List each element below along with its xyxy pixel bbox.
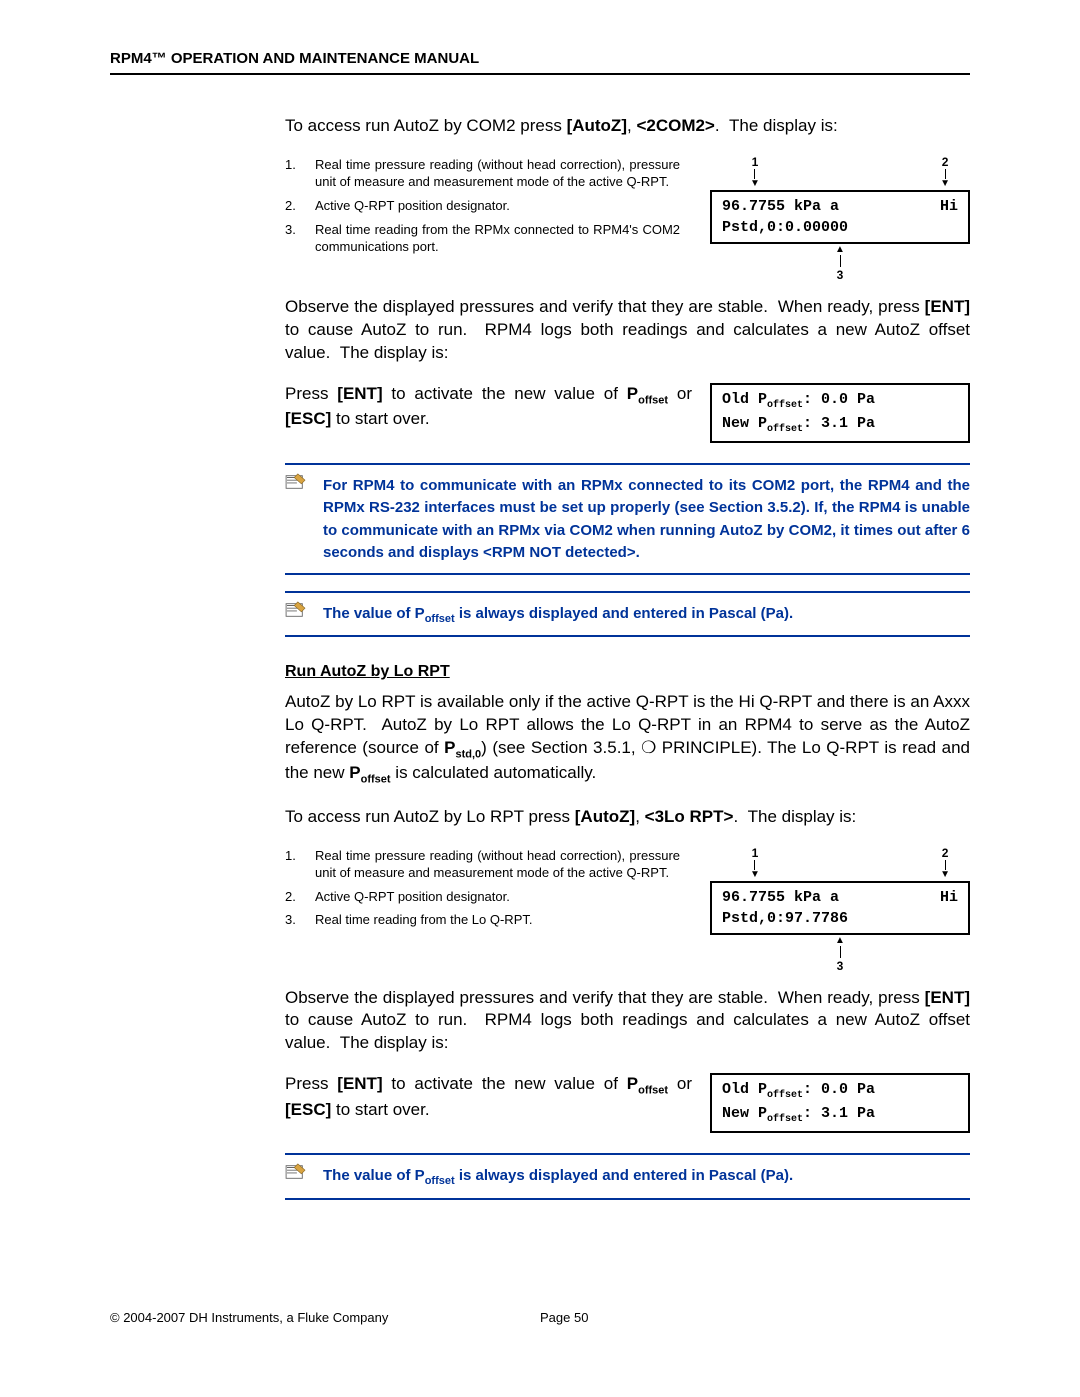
display-label-1: 1 bbox=[752, 847, 759, 859]
display2-line2: Pstd,0:97.7786 bbox=[722, 908, 958, 929]
display1-line1-left: 96.7755 kPa a bbox=[722, 196, 839, 217]
sec2-list: 1.Real time pressure reading (without he… bbox=[285, 847, 680, 973]
display-label-2: 2 bbox=[942, 156, 949, 168]
manual-title: RPM4™ OPERATION AND MAINTENANCE MANUAL bbox=[110, 50, 970, 67]
display-label-3: 3 bbox=[837, 269, 844, 281]
sec2-activate-text: Press [ENT] to activate the new value of… bbox=[285, 1073, 710, 1121]
sec1-li2: Active Q-RPT position designator. bbox=[315, 197, 510, 215]
note-icon bbox=[285, 1163, 311, 1190]
display-label-2: 2 bbox=[942, 847, 949, 859]
note1-text: For RPM4 to communicate with an RPMx con… bbox=[311, 473, 970, 565]
sec1-offset-display: Old Poffset: 0.0 Pa New Poffset: 3.1 Pa bbox=[710, 383, 970, 443]
display1-line2: Pstd,0:0.00000 bbox=[722, 217, 958, 238]
sec1-activate-text: Press [ENT] to activate the new value of… bbox=[285, 383, 710, 431]
display1-line1-right: Hi bbox=[940, 196, 958, 217]
sec1-intro: To access run AutoZ by COM2 press [AutoZ… bbox=[285, 115, 970, 138]
sec2-display: 1▼ 2▼ 96.7755 kPa a Hi Pstd,0:97.7786 ▲3 bbox=[710, 847, 970, 973]
display2-line1-left: 96.7755 kPa a bbox=[722, 887, 839, 908]
note-block-1: For RPM4 to communicate with an RPMx con… bbox=[285, 463, 970, 575]
footer-page: Page 50 bbox=[540, 1310, 970, 1325]
display-label-1: 1 bbox=[752, 156, 759, 168]
sec1-list: 1.Real time pressure reading (without he… bbox=[285, 156, 680, 282]
header-rule bbox=[110, 73, 970, 75]
sec2-para1: AutoZ by Lo RPT is available only if the… bbox=[285, 691, 970, 787]
sec2-li2: Active Q-RPT position designator. bbox=[315, 888, 510, 906]
page-footer: © 2004-2007 DH Instruments, a Fluke Comp… bbox=[110, 1310, 970, 1325]
sec2-intro: To access run AutoZ by Lo RPT press [Aut… bbox=[285, 806, 970, 829]
note-icon bbox=[285, 601, 311, 628]
sec2-li3: Real time reading from the Lo Q-RPT. bbox=[315, 911, 532, 929]
sec2-offset-display: Old Poffset: 0.0 Pa New Poffset: 3.1 Pa bbox=[710, 1073, 970, 1133]
note3-text: The value of Poffset is always displayed… bbox=[311, 1163, 970, 1190]
sec2-observe: Observe the displayed pressures and veri… bbox=[285, 987, 970, 1056]
sec2-heading: Run AutoZ by Lo RPT bbox=[285, 663, 970, 681]
note2-text: The value of Poffset is always displayed… bbox=[311, 601, 970, 628]
display-label-3: 3 bbox=[837, 960, 844, 972]
sec1-display: 1▼ 2▼ 96.7755 kPa a Hi Pstd,0:0.00000 ▲3 bbox=[710, 156, 970, 282]
note-icon bbox=[285, 473, 311, 565]
note-block-3: The value of Poffset is always displayed… bbox=[285, 1153, 970, 1200]
sec2-li1: Real time pressure reading (without head… bbox=[315, 847, 680, 882]
display2-line1-right: Hi bbox=[940, 887, 958, 908]
sec1-li3: Real time reading from the RPMx connecte… bbox=[315, 221, 680, 256]
sec1-observe: Observe the displayed pressures and veri… bbox=[285, 296, 970, 365]
footer-copyright: © 2004-2007 DH Instruments, a Fluke Comp… bbox=[110, 1310, 540, 1325]
note-block-2: The value of Poffset is always displayed… bbox=[285, 591, 970, 638]
sec1-li1: Real time pressure reading (without head… bbox=[315, 156, 680, 191]
